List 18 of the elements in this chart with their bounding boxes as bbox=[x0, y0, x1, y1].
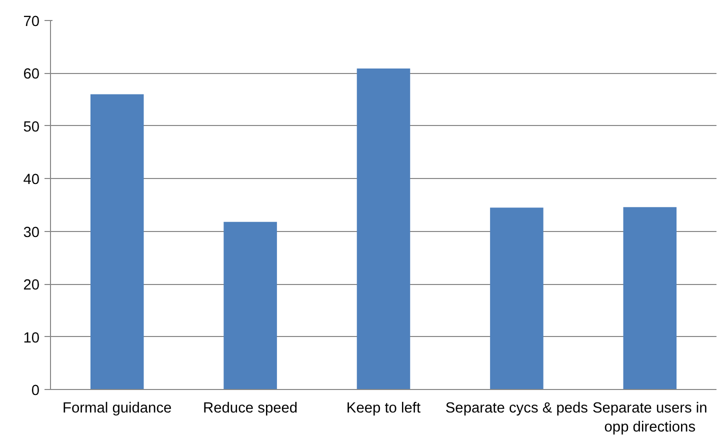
bar bbox=[490, 208, 544, 390]
bar bbox=[90, 94, 144, 390]
bar bbox=[356, 68, 410, 390]
y-tick-label: 20 bbox=[23, 278, 40, 294]
y-tick-label: 70 bbox=[23, 14, 40, 30]
x-tick-label: Keep to left bbox=[346, 400, 421, 416]
y-tick-label: 50 bbox=[23, 119, 40, 136]
y-tick-label: 0 bbox=[31, 383, 40, 399]
x-tick-label: Separate cycs & peds bbox=[445, 400, 588, 416]
bar bbox=[224, 222, 277, 390]
bar bbox=[623, 207, 677, 390]
x-tick-label: Separate users in opp directions bbox=[592, 400, 708, 436]
y-tick-label: 60 bbox=[23, 66, 40, 83]
y-tick-label: 30 bbox=[23, 224, 40, 241]
x-tick-label: Formal guidance bbox=[62, 400, 172, 416]
x-tick-label: Reduce speed bbox=[203, 400, 298, 416]
y-tick-label: 40 bbox=[23, 172, 40, 188]
y-tick-label: 10 bbox=[23, 330, 40, 346]
